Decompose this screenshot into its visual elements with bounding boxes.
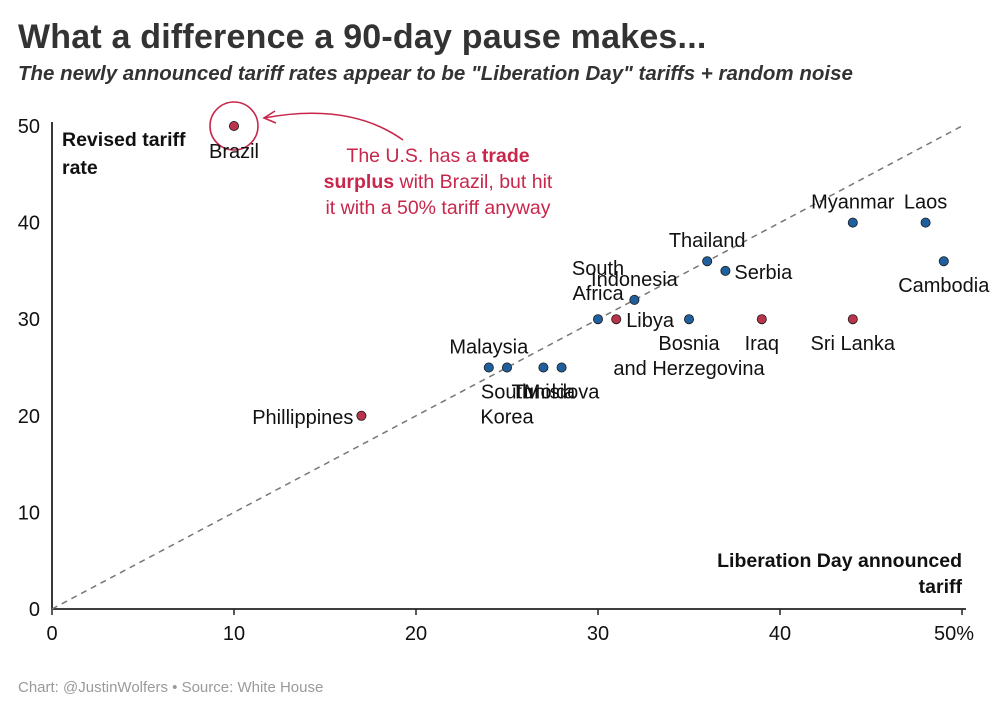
point-myanmar — [847, 217, 858, 228]
label-sri-lanka: Sri Lanka — [811, 333, 896, 355]
x-axis-label: Liberation Day announced tariff — [717, 550, 962, 598]
point-malaysia — [483, 362, 494, 373]
y-tick-label: 50 — [18, 116, 40, 138]
y-tick-label: 20 — [18, 406, 40, 428]
x-tick-label: 40 — [769, 623, 791, 645]
reference-line — [51, 125, 963, 610]
point-brazil — [228, 121, 239, 132]
x-tick-label: 30 — [587, 623, 609, 645]
chart-title: What a difference a 90-day pause makes..… — [18, 18, 707, 56]
annotation-bold-surplus: surplus — [323, 171, 395, 193]
label-libya: Libya — [626, 310, 675, 332]
label-serbia: Serbia — [734, 262, 793, 284]
y-tick-label: 0 — [29, 599, 40, 621]
point-bosnia-and-herzegovina — [684, 314, 695, 325]
label-indonesia: Indonesia — [591, 269, 679, 291]
brazil-annotation: The U.S. has a trade surplus with Brazil,… — [318, 143, 558, 221]
annotation-pre: The U.S. has a — [346, 145, 482, 167]
annotation-post: with Brazil, but hit it with a 50% tarif… — [325, 171, 553, 219]
axes: 00 10 10 20 20 30 30 40 40 50 50% — [18, 116, 974, 645]
label-south-africa: South Africa — [572, 258, 625, 305]
point-moldova — [556, 362, 567, 373]
point-cambodia — [938, 256, 949, 267]
chart-credit: Chart: @JustinWolfers • Source: White Ho… — [18, 679, 324, 696]
label-iraq: Iraq — [745, 333, 779, 355]
point-south-korea — [501, 362, 512, 373]
point-labels-group: Brazil Phillippines Malaysia South KoreaTuni… — [209, 141, 990, 429]
annotation-arrow — [263, 112, 404, 141]
point-phillippines — [356, 410, 367, 421]
annotation-bold-trade: trade — [481, 145, 530, 167]
x-tick-label: 50% — [934, 623, 974, 645]
point-indonesia — [629, 294, 640, 305]
point-laos — [920, 217, 931, 228]
label-moldova: Moldova — [524, 382, 600, 404]
label-south-korea: South Korea — [480, 382, 534, 429]
x-tick-label: 0 — [46, 623, 57, 645]
point-iraq — [756, 314, 767, 325]
point-thailand — [702, 256, 713, 267]
y-tick-label: 30 — [18, 309, 40, 331]
point-serbia — [720, 265, 731, 276]
label-myanmar: Myanmar — [811, 192, 895, 214]
label-tunisia: Tunisia — [512, 382, 577, 404]
y-tick-label: 10 — [18, 502, 40, 524]
x-tick-label: 20 — [405, 623, 427, 645]
point-libya — [611, 314, 622, 325]
point-south-africa — [593, 314, 604, 325]
y-axis-label: Revised tariff rate — [62, 129, 186, 179]
label-laos: Laos — [904, 192, 947, 214]
label-cambodia: Cambodia — [898, 275, 990, 297]
highlight-group — [209, 101, 404, 151]
points-group — [228, 121, 949, 421]
x-tick-label: 10 — [223, 623, 245, 645]
point-tunisia — [538, 362, 549, 373]
brazil-highlight-circle — [209, 101, 259, 151]
y-tick-label: 40 — [18, 213, 40, 235]
reference-line-group — [51, 125, 963, 610]
annotation-arrowhead — [262, 110, 277, 124]
chart-subtitle: The newly announced tariff rates appear … — [18, 62, 853, 85]
label-phillippines: Phillippines — [252, 407, 353, 429]
label-thailand: Thailand — [669, 230, 746, 252]
label-bosnia-and-herzegovina: Bosnia and Herzegovina — [613, 333, 765, 380]
label-malaysia: Malaysia — [449, 337, 529, 359]
point-sri-lanka — [847, 314, 858, 325]
label-brazil: Brazil — [209, 141, 259, 163]
